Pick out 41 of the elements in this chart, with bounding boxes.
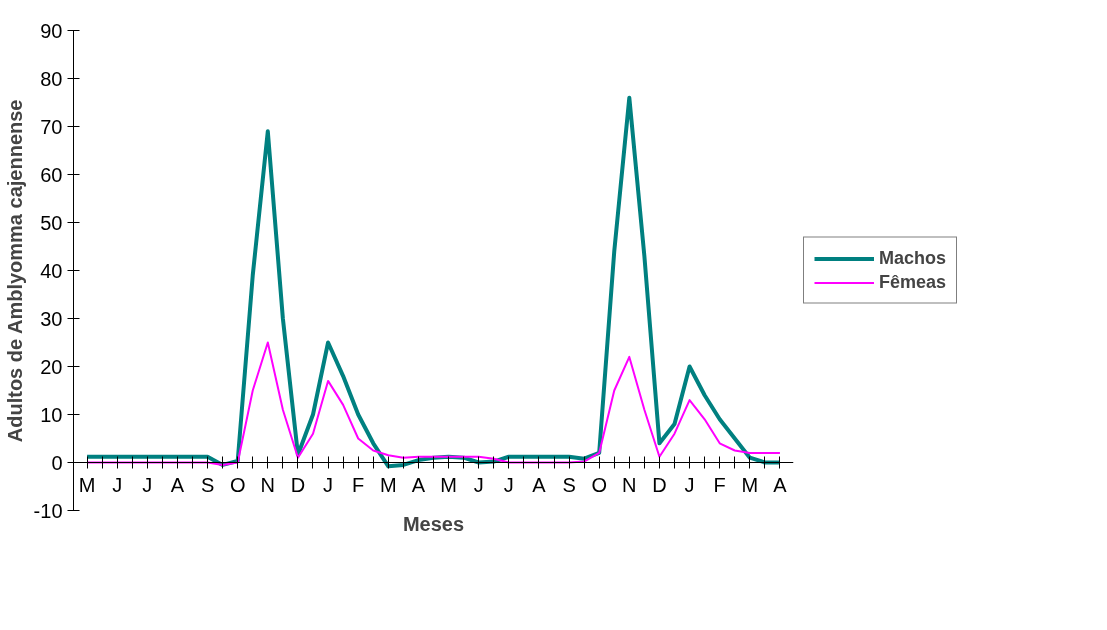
x-tick-label: N <box>260 473 276 496</box>
y-tick-label: 30 <box>40 307 63 330</box>
y-tick-label: 60 <box>40 163 63 186</box>
y-tick-label: -10 <box>33 499 63 522</box>
x-tick-label: F <box>352 473 365 496</box>
line-series <box>86 341 781 466</box>
x-tick-label: O <box>591 473 607 496</box>
x-tick-label: S <box>200 473 215 496</box>
x-tick-label: D <box>652 473 667 496</box>
x-tick-label: N <box>622 473 637 496</box>
x-axis-title: Meses <box>402 512 465 535</box>
x-tick-label: A <box>411 473 426 496</box>
x-tick-label: F <box>713 473 726 496</box>
x-tick-label: O <box>229 473 246 496</box>
y-tick-label: 80 <box>40 67 63 90</box>
y-tick-label: 40 <box>40 259 63 282</box>
y-tick-label: 20 <box>40 355 63 378</box>
x-tick-label: M <box>78 473 96 496</box>
x-tick-label: M <box>741 473 759 496</box>
x-tick-label: M <box>379 473 397 496</box>
y-tick-label: 90 <box>40 19 63 42</box>
y-tick-label: 0 <box>51 451 63 474</box>
x-tick-label: A <box>170 473 185 496</box>
y-tick-label: 10 <box>40 403 63 426</box>
line-series <box>85 95 782 469</box>
x-tick-label: J <box>142 473 153 496</box>
x-tick-label: M <box>440 473 457 496</box>
x-tick-label: J <box>503 473 514 496</box>
x-tick-label: D <box>290 473 306 496</box>
x-tick-label: A <box>773 473 788 496</box>
x-tick-label: J <box>112 473 123 496</box>
y-tick-label: 50 <box>40 211 63 234</box>
legend-label: Machos <box>879 247 947 269</box>
x-tick-label: J <box>684 473 695 496</box>
x-tick-label: J <box>473 473 484 496</box>
y-tick-label: 70 <box>40 115 63 138</box>
x-tick-label: S <box>562 473 576 496</box>
y-axis-title: Adultos de Amblyomma cajennense <box>3 99 26 443</box>
x-tick-label: J <box>323 473 334 496</box>
legend-label: Fêmeas <box>879 271 947 293</box>
x-tick-label: A <box>532 473 547 496</box>
